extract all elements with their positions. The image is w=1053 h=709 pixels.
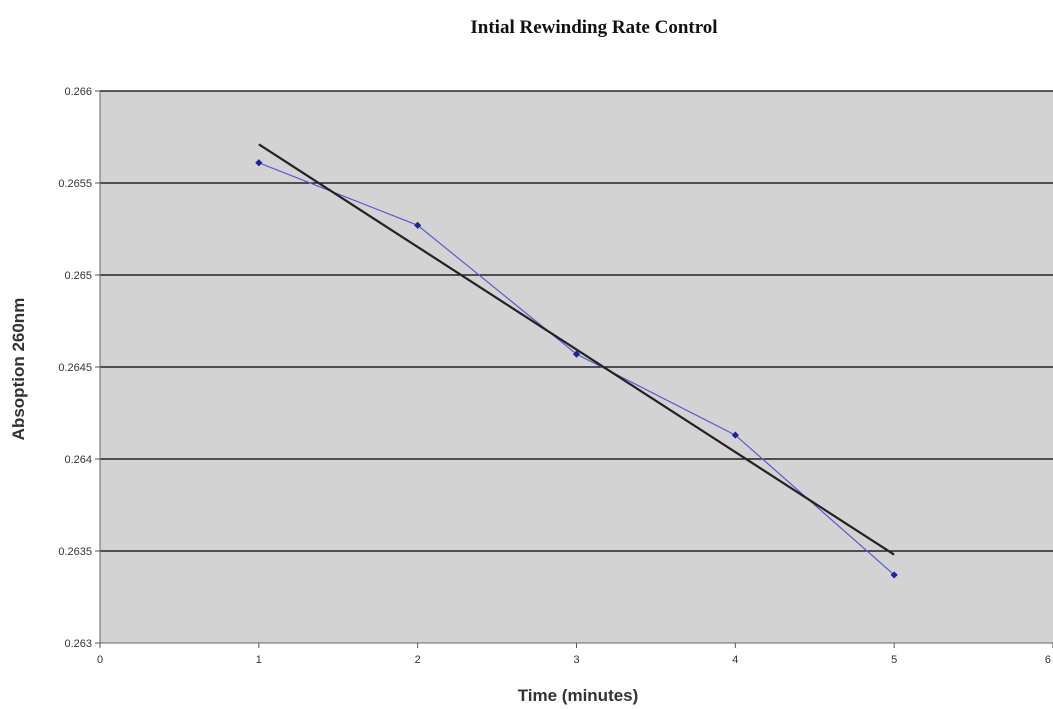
data-point [890, 571, 898, 579]
data-series [255, 143, 898, 579]
y-tick-label: 0.265 [64, 270, 92, 282]
y-tick-label: 0.2635 [58, 546, 92, 558]
x-tick-label: 1 [256, 654, 262, 666]
x-tick-label: 2 [415, 654, 421, 666]
x-tick-label: 0 [97, 654, 103, 666]
trendline [258, 143, 895, 556]
plot-area [99, 90, 1053, 644]
y-axis-ticks: 0.263 0.2635 0.264 0.2645 0.265 0.2655 0.266 [58, 86, 100, 650]
chart-title: Intial Rewinding Rate Control [470, 17, 717, 38]
x-tick-label: 5 [891, 654, 897, 666]
y-tick-label: 0.264 [64, 454, 92, 466]
y-tick-label: 0.266 [64, 86, 92, 98]
x-tick-label: 3 [573, 654, 579, 666]
y-tick-label: 0.263 [64, 638, 92, 650]
data-point [414, 221, 422, 229]
y-tick-label: 0.2645 [58, 362, 92, 374]
data-point [255, 159, 263, 167]
x-tick-label: 4 [732, 654, 738, 666]
x-tick-label: 6 [1045, 654, 1051, 666]
data-point [731, 431, 739, 439]
data-point [572, 350, 581, 358]
x-axis-ticks: 0 1 2 3 4 5 6 [97, 643, 1053, 666]
y-axis-label: Absoption 260nm [9, 298, 28, 441]
x-axis-label: Time (minutes) [518, 686, 639, 705]
y-tick-label: 0.2655 [58, 178, 92, 190]
